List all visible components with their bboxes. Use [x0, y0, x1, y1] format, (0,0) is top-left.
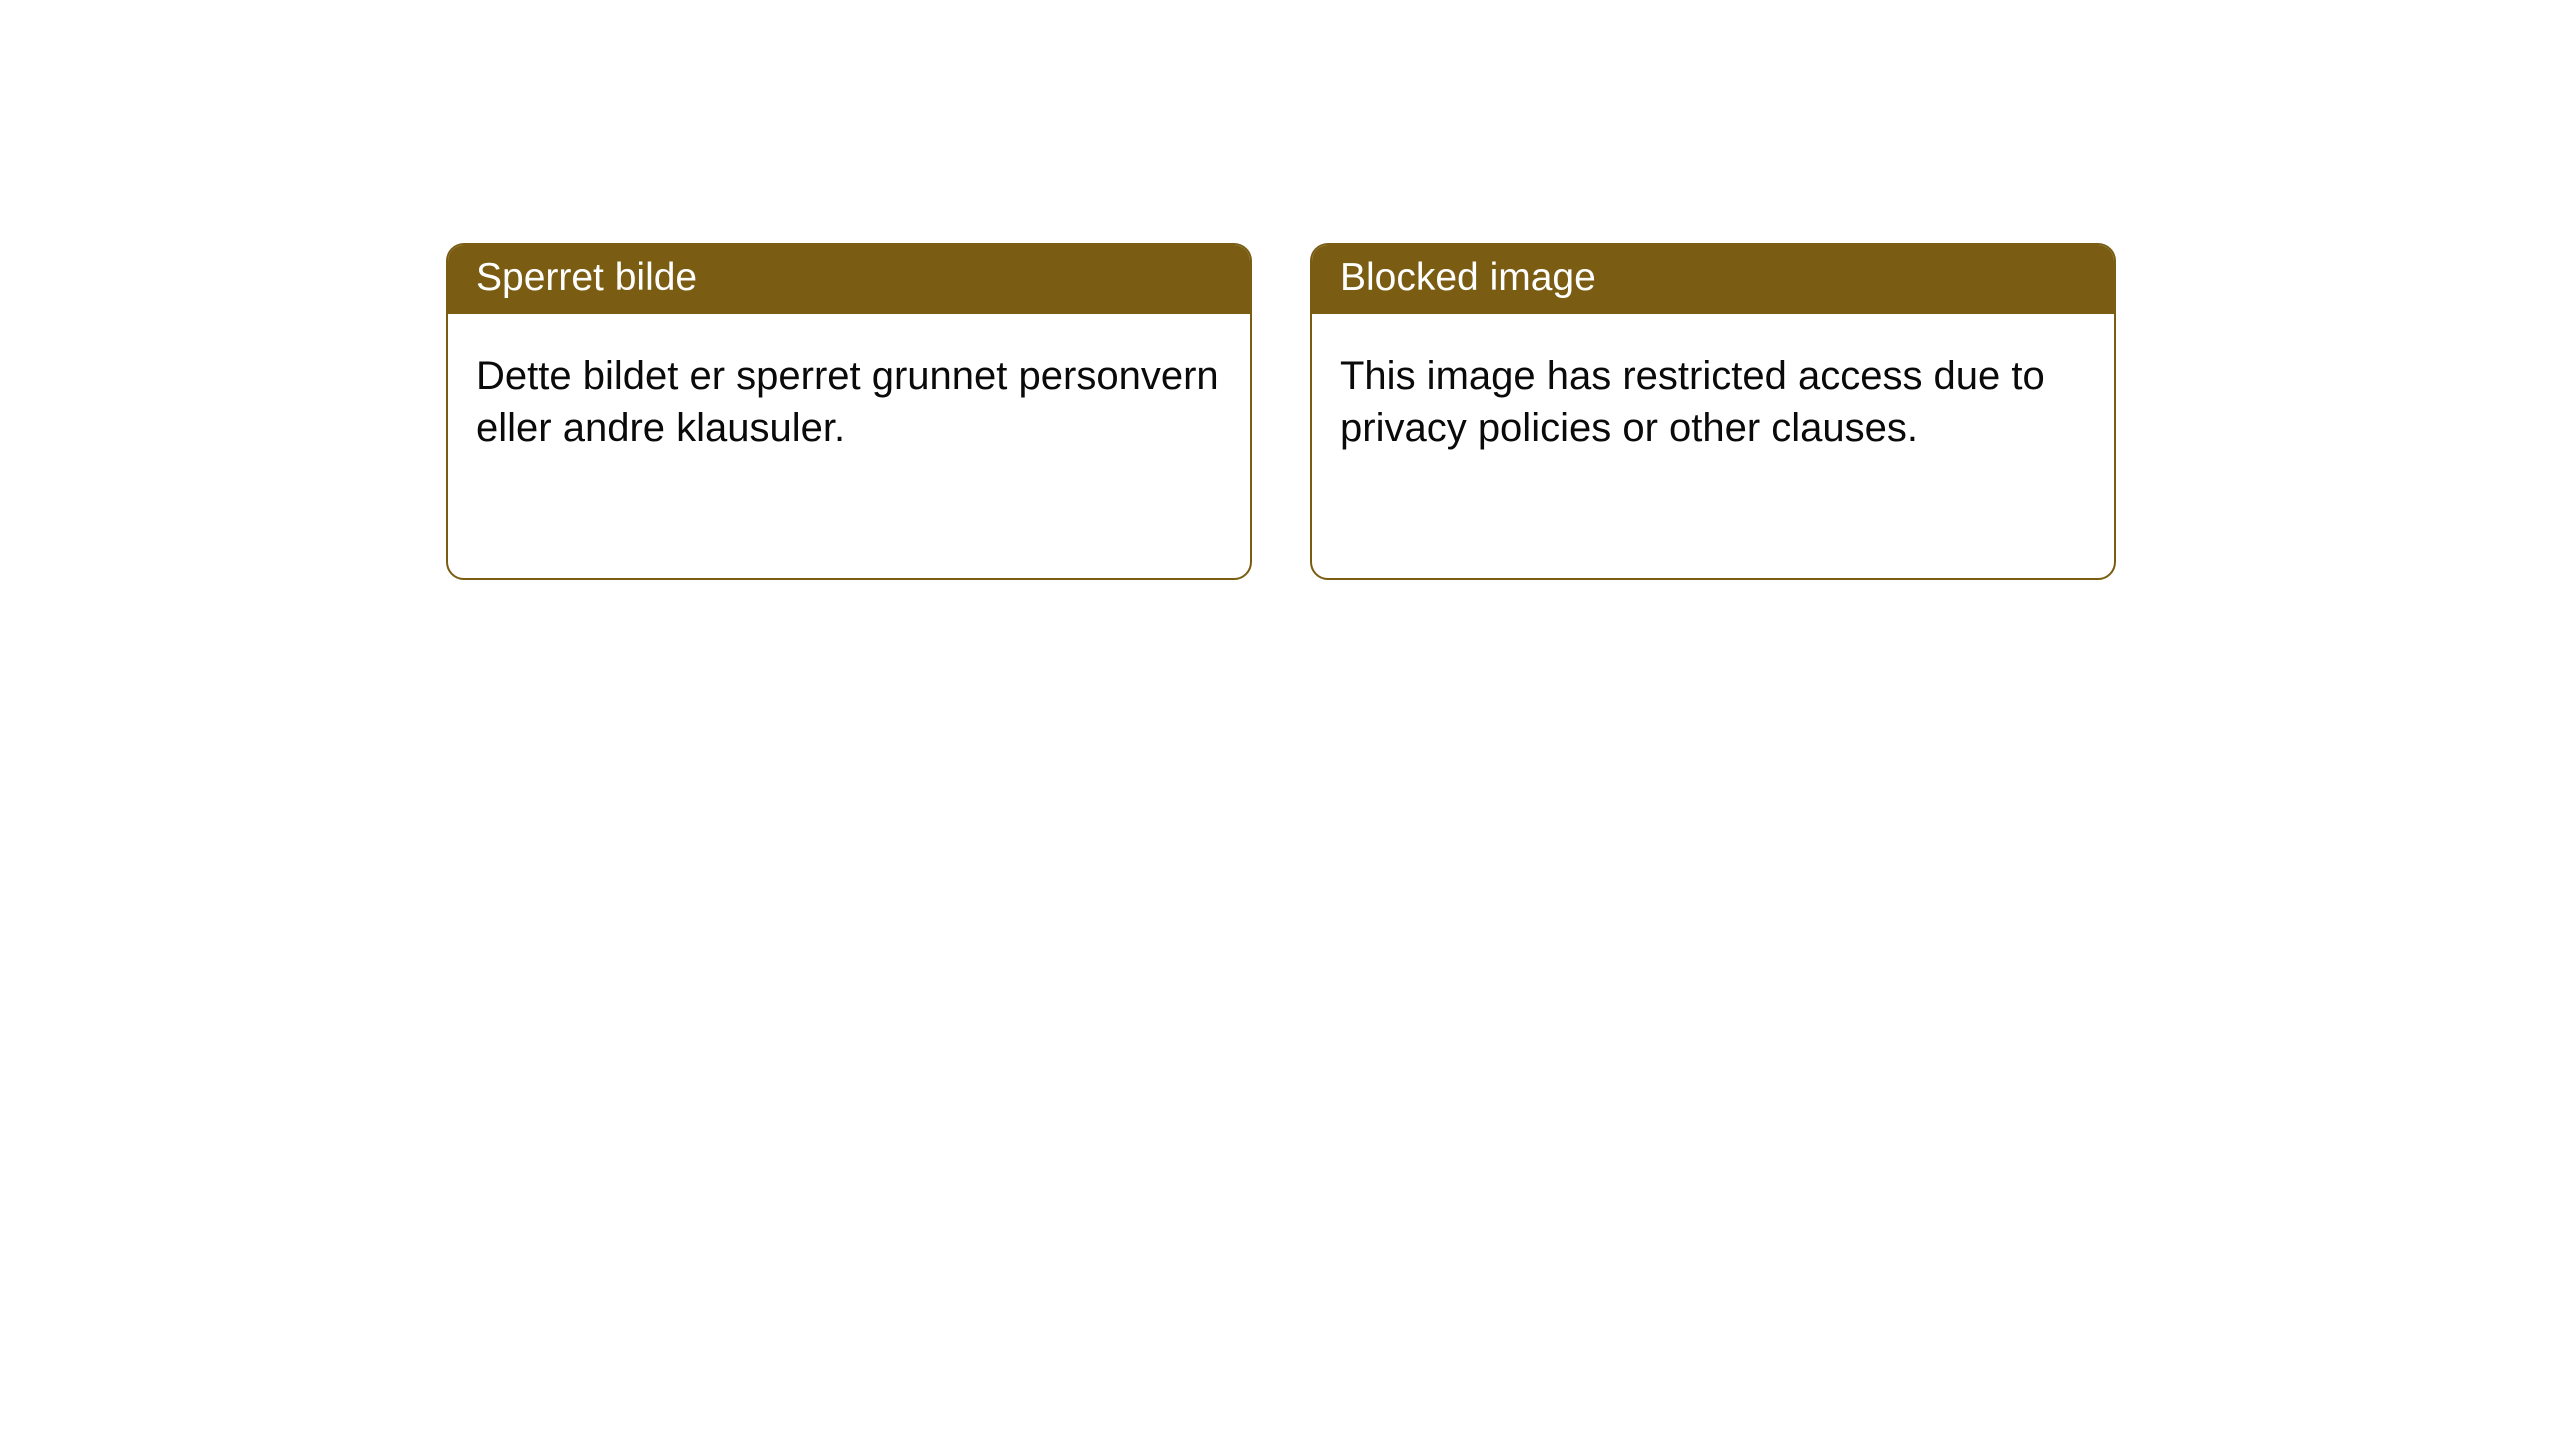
notice-card-english: Blocked image This image has restricted …	[1310, 243, 2116, 580]
notice-title: Sperret bilde	[448, 245, 1250, 314]
notice-card-norwegian: Sperret bilde Dette bildet er sperret gr…	[446, 243, 1252, 580]
notice-title: Blocked image	[1312, 245, 2114, 314]
notice-container: Sperret bilde Dette bildet er sperret gr…	[0, 0, 2560, 580]
notice-message: Dette bildet er sperret grunnet personve…	[448, 314, 1250, 484]
notice-message: This image has restricted access due to …	[1312, 314, 2114, 484]
